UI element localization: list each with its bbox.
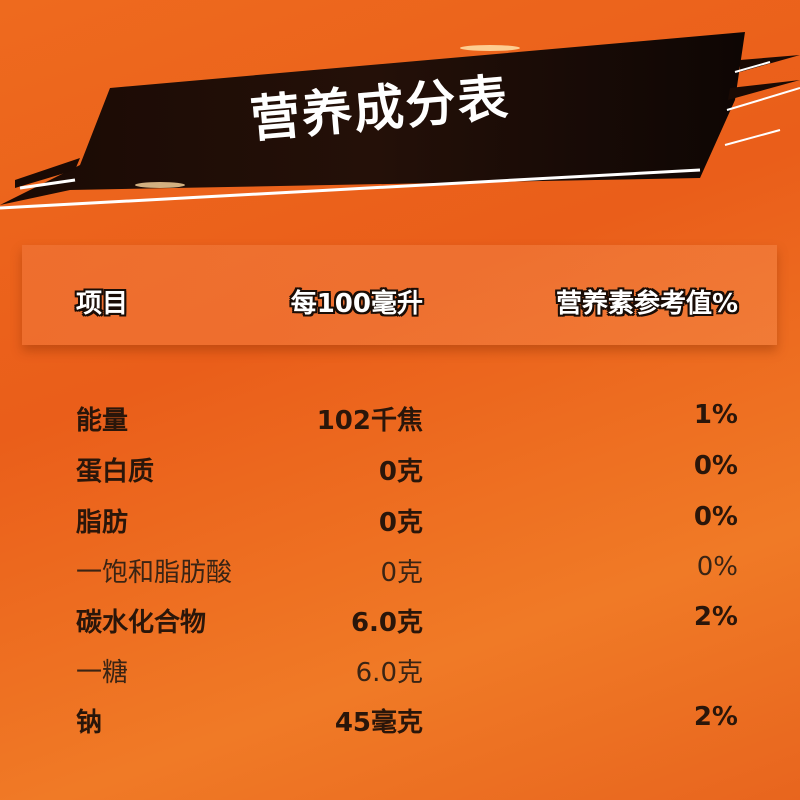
row-nrv: 0%: [696, 552, 738, 582]
row-value: 6.0克: [350, 608, 423, 638]
row-nrv: 2%: [693, 602, 738, 632]
row-nrv: 0%: [693, 451, 738, 481]
row-name: 钠: [76, 708, 103, 738]
row-value: 6.0克: [355, 658, 423, 688]
table-row: 能量 102千焦 1%: [0, 396, 800, 436]
table-row: 蛋白质 0克 0%: [0, 447, 800, 487]
row-value: 102千焦: [316, 406, 423, 436]
row-name: 蛋白质: [76, 457, 155, 487]
row-nrv: 2%: [693, 702, 738, 732]
table-row: 碳水化合物 6.0克 2%: [0, 598, 800, 638]
title-banner: [0, 32, 800, 210]
row-value: 0克: [380, 558, 423, 588]
row-name: 脂肪: [76, 508, 129, 538]
table-row: 钠 45毫克 2%: [0, 698, 800, 738]
row-nrv: 0%: [693, 502, 738, 532]
table-row: 一饱和脂肪酸 0克 0%: [0, 548, 800, 588]
header-per100: 每100毫升: [290, 289, 423, 319]
row-name: 一饱和脂肪酸: [76, 558, 233, 588]
row-nrv: 1%: [693, 400, 738, 430]
table-row: 一糖 6.0克: [0, 648, 800, 688]
row-name: 能量: [76, 406, 129, 436]
row-name: 一糖: [76, 658, 129, 688]
table-header: [22, 245, 777, 345]
row-value: 0克: [378, 457, 423, 487]
row-value: 0克: [378, 508, 423, 538]
row-value: 45毫克: [334, 708, 423, 738]
table-row: 脂肪 0克 0%: [0, 498, 800, 538]
header-item: 项目: [76, 289, 129, 319]
header-nrv: 营养素参考值%: [555, 289, 738, 319]
row-name: 碳水化合物: [76, 608, 207, 638]
